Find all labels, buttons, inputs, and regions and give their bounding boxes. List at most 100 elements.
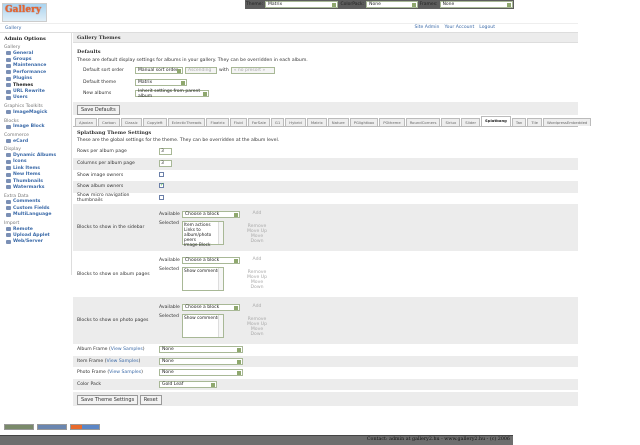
gallery-badge-icon[interactable]: [37, 424, 67, 430]
item-frame-select[interactable]: None: [159, 357, 243, 365]
sidebar-item-users[interactable]: Users: [4, 95, 67, 101]
album-add-button[interactable]: Add: [252, 257, 262, 262]
sidebar-item-link-items[interactable]: Link Items: [4, 165, 67, 171]
tab-hybrid[interactable]: Hybrid: [285, 117, 306, 126]
sidebar-item-comments[interactable]: Comments: [4, 199, 67, 205]
photo-add-button[interactable]: Add: [252, 303, 262, 309]
sidebar-item-multilanguage[interactable]: MultiLanguage: [4, 211, 67, 217]
tab-siriux[interactable]: Siriux: [441, 117, 461, 126]
sidebar-item-general[interactable]: General: [4, 50, 67, 56]
tab-splatbang[interactable]: Splatbang: [481, 115, 511, 126]
sidebar-item-remote[interactable]: Remote: [4, 226, 67, 232]
tab-ajaxian[interactable]: Ajaxian: [75, 117, 98, 126]
reset-button[interactable]: Reset: [139, 395, 162, 405]
sidebar-item-imagemagick[interactable]: ImageMagick: [4, 109, 67, 115]
sidebar-item-url-rewrite[interactable]: URL Rewrite: [4, 88, 67, 94]
album-selected-list[interactable]: Show comments: [182, 267, 224, 291]
sidebar-item-themes[interactable]: Themes: [4, 82, 67, 88]
scrollbar[interactable]: [218, 314, 223, 337]
album-frame-select[interactable]: None: [159, 346, 243, 354]
album-owners-checkbox[interactable]: [159, 182, 164, 189]
site-admin-link[interactable]: Site Admin: [414, 25, 440, 30]
tab-fluid[interactable]: Fluid: [229, 117, 247, 126]
frames-select[interactable]: None: [439, 1, 513, 8]
sidebar-item-groups[interactable]: Groups: [4, 56, 67, 62]
new-albums-select[interactable]: Inherit settings from parent album: [135, 89, 209, 99]
save-theme-settings-button[interactable]: Save Theme Settings: [77, 395, 139, 405]
logout-link[interactable]: Logout: [479, 25, 495, 30]
tab-tan[interactable]: Tan: [511, 117, 527, 126]
your-account-link[interactable]: Your Account: [444, 25, 475, 30]
sort-order-select[interactable]: Manual sort order: [135, 67, 183, 75]
sidebar-item-icons[interactable]: Icons: [4, 159, 67, 165]
block-list-item[interactable]: Image Block: [184, 242, 211, 248]
save-defaults-button[interactable]: Save Defaults: [77, 104, 120, 115]
tab-pglightbox[interactable]: PGlightbox: [349, 117, 379, 126]
tab-roundcorners[interactable]: RoundCorners: [405, 117, 441, 126]
tab-copyleft[interactable]: Copyleft: [142, 117, 167, 126]
photo-selected-list[interactable]: Show comments: [182, 313, 224, 338]
tab-nature[interactable]: Nature: [327, 117, 349, 126]
presort-select[interactable]: « no presort »: [230, 67, 275, 75]
sidebar-item-watermarks[interactable]: Watermarks: [4, 184, 67, 190]
sidebar-move-up-button[interactable]: Move Up: [246, 228, 268, 234]
block-list-item[interactable]: Show comments: [184, 315, 220, 321]
tab-tile[interactable]: Tile: [527, 117, 542, 126]
colorpack-select[interactable]: None: [366, 1, 418, 8]
scrollbar[interactable]: [218, 268, 223, 290]
sidebar-move-down-button[interactable]: Move Down: [250, 233, 264, 244]
sidebar-selected-list[interactable]: Item actions Links to album/photo peers Im…: [182, 220, 224, 248]
photo-frame-samples-link[interactable]: View Samples: [109, 370, 142, 376]
sidebar-item-thumbnails[interactable]: Thumbnails: [4, 178, 67, 184]
theme-select[interactable]: Matrix: [265, 1, 339, 8]
color-pack-select[interactable]: Gold Leaf: [159, 380, 217, 388]
sidebar-remove-button[interactable]: Remove: [247, 223, 267, 229]
sort-direction-select[interactable]: Ascending: [185, 67, 217, 75]
album-move-down-button[interactable]: Move Down: [250, 280, 264, 290]
sidebar-item-new-items[interactable]: New Items: [4, 171, 67, 177]
scrollbar[interactable]: [218, 221, 223, 244]
tab-wordpressembedded[interactable]: WordpressEmbedded: [542, 117, 592, 126]
w3c-badge-icon[interactable]: [4, 424, 34, 430]
sidebar-item-maintenance[interactable]: Maintenance: [4, 63, 67, 69]
tab-slider[interactable]: Slider: [461, 117, 481, 126]
tab-matrix[interactable]: Matrix: [306, 117, 327, 126]
image-owners-checkbox[interactable]: [159, 171, 164, 177]
album-remove-button[interactable]: Remove: [247, 270, 267, 275]
sidebar-item-image-block[interactable]: Image Block: [4, 124, 67, 130]
gallery2-badge-icon[interactable]: [70, 424, 100, 430]
sidebar-item-plugins[interactable]: Plugins: [4, 76, 67, 82]
sidebar-item-dynamic-albums[interactable]: Dynamic Albums: [4, 152, 67, 158]
photo-remove-button[interactable]: Remove: [247, 316, 267, 322]
sidebar-item-upload-applet[interactable]: Upload Applet: [4, 232, 67, 238]
sidebar-item-ecard[interactable]: eCard: [4, 138, 67, 144]
album-move-up-button[interactable]: Move Up: [246, 275, 268, 280]
item-frame-samples-link[interactable]: View Samples: [106, 358, 139, 364]
tab-classic[interactable]: Classic: [120, 117, 142, 126]
photo-move-up-button[interactable]: Move Up: [246, 321, 268, 327]
photo-available-select[interactable]: Choose a block: [182, 303, 240, 311]
photo-move-down-button[interactable]: Move Down: [250, 326, 264, 337]
columns-input[interactable]: 3: [159, 160, 172, 167]
tab-floatrix[interactable]: Floatrix: [206, 117, 229, 126]
gallery-logo[interactable]: Gallery: [2, 3, 47, 22]
tab-eclecticthreads[interactable]: EclecticThreads: [167, 117, 206, 126]
tab-pgtheme[interactable]: PGtheme: [379, 117, 405, 126]
sidebar-add-button[interactable]: Add: [252, 210, 262, 216]
tab-g1[interactable]: G1: [270, 117, 285, 126]
sidebar-item-custom-fields[interactable]: Custom Fields: [4, 205, 67, 211]
default-theme-select[interactable]: Matrix: [135, 78, 187, 86]
block-list-item[interactable]: Show comments: [184, 269, 220, 274]
tab-carbon[interactable]: Carbon: [98, 117, 120, 126]
sidebar-item-performance[interactable]: Performance: [4, 69, 67, 75]
sidebar-item-web-server[interactable]: Web/Server: [4, 239, 67, 245]
album-available-select[interactable]: Choose a block: [182, 257, 240, 264]
tab-forsale[interactable]: ForSale: [247, 117, 270, 126]
block-list-item[interactable]: Links to album/photo peers: [184, 227, 212, 243]
sidebar-available-select[interactable]: Choose a block: [182, 210, 240, 218]
album-frame-samples-link[interactable]: View Samples: [110, 347, 143, 353]
micro-nav-checkbox[interactable]: [159, 194, 164, 200]
photo-frame-select[interactable]: None: [159, 369, 243, 377]
block-list-item[interactable]: Item actions: [184, 222, 211, 228]
rows-input[interactable]: 3: [159, 148, 172, 155]
